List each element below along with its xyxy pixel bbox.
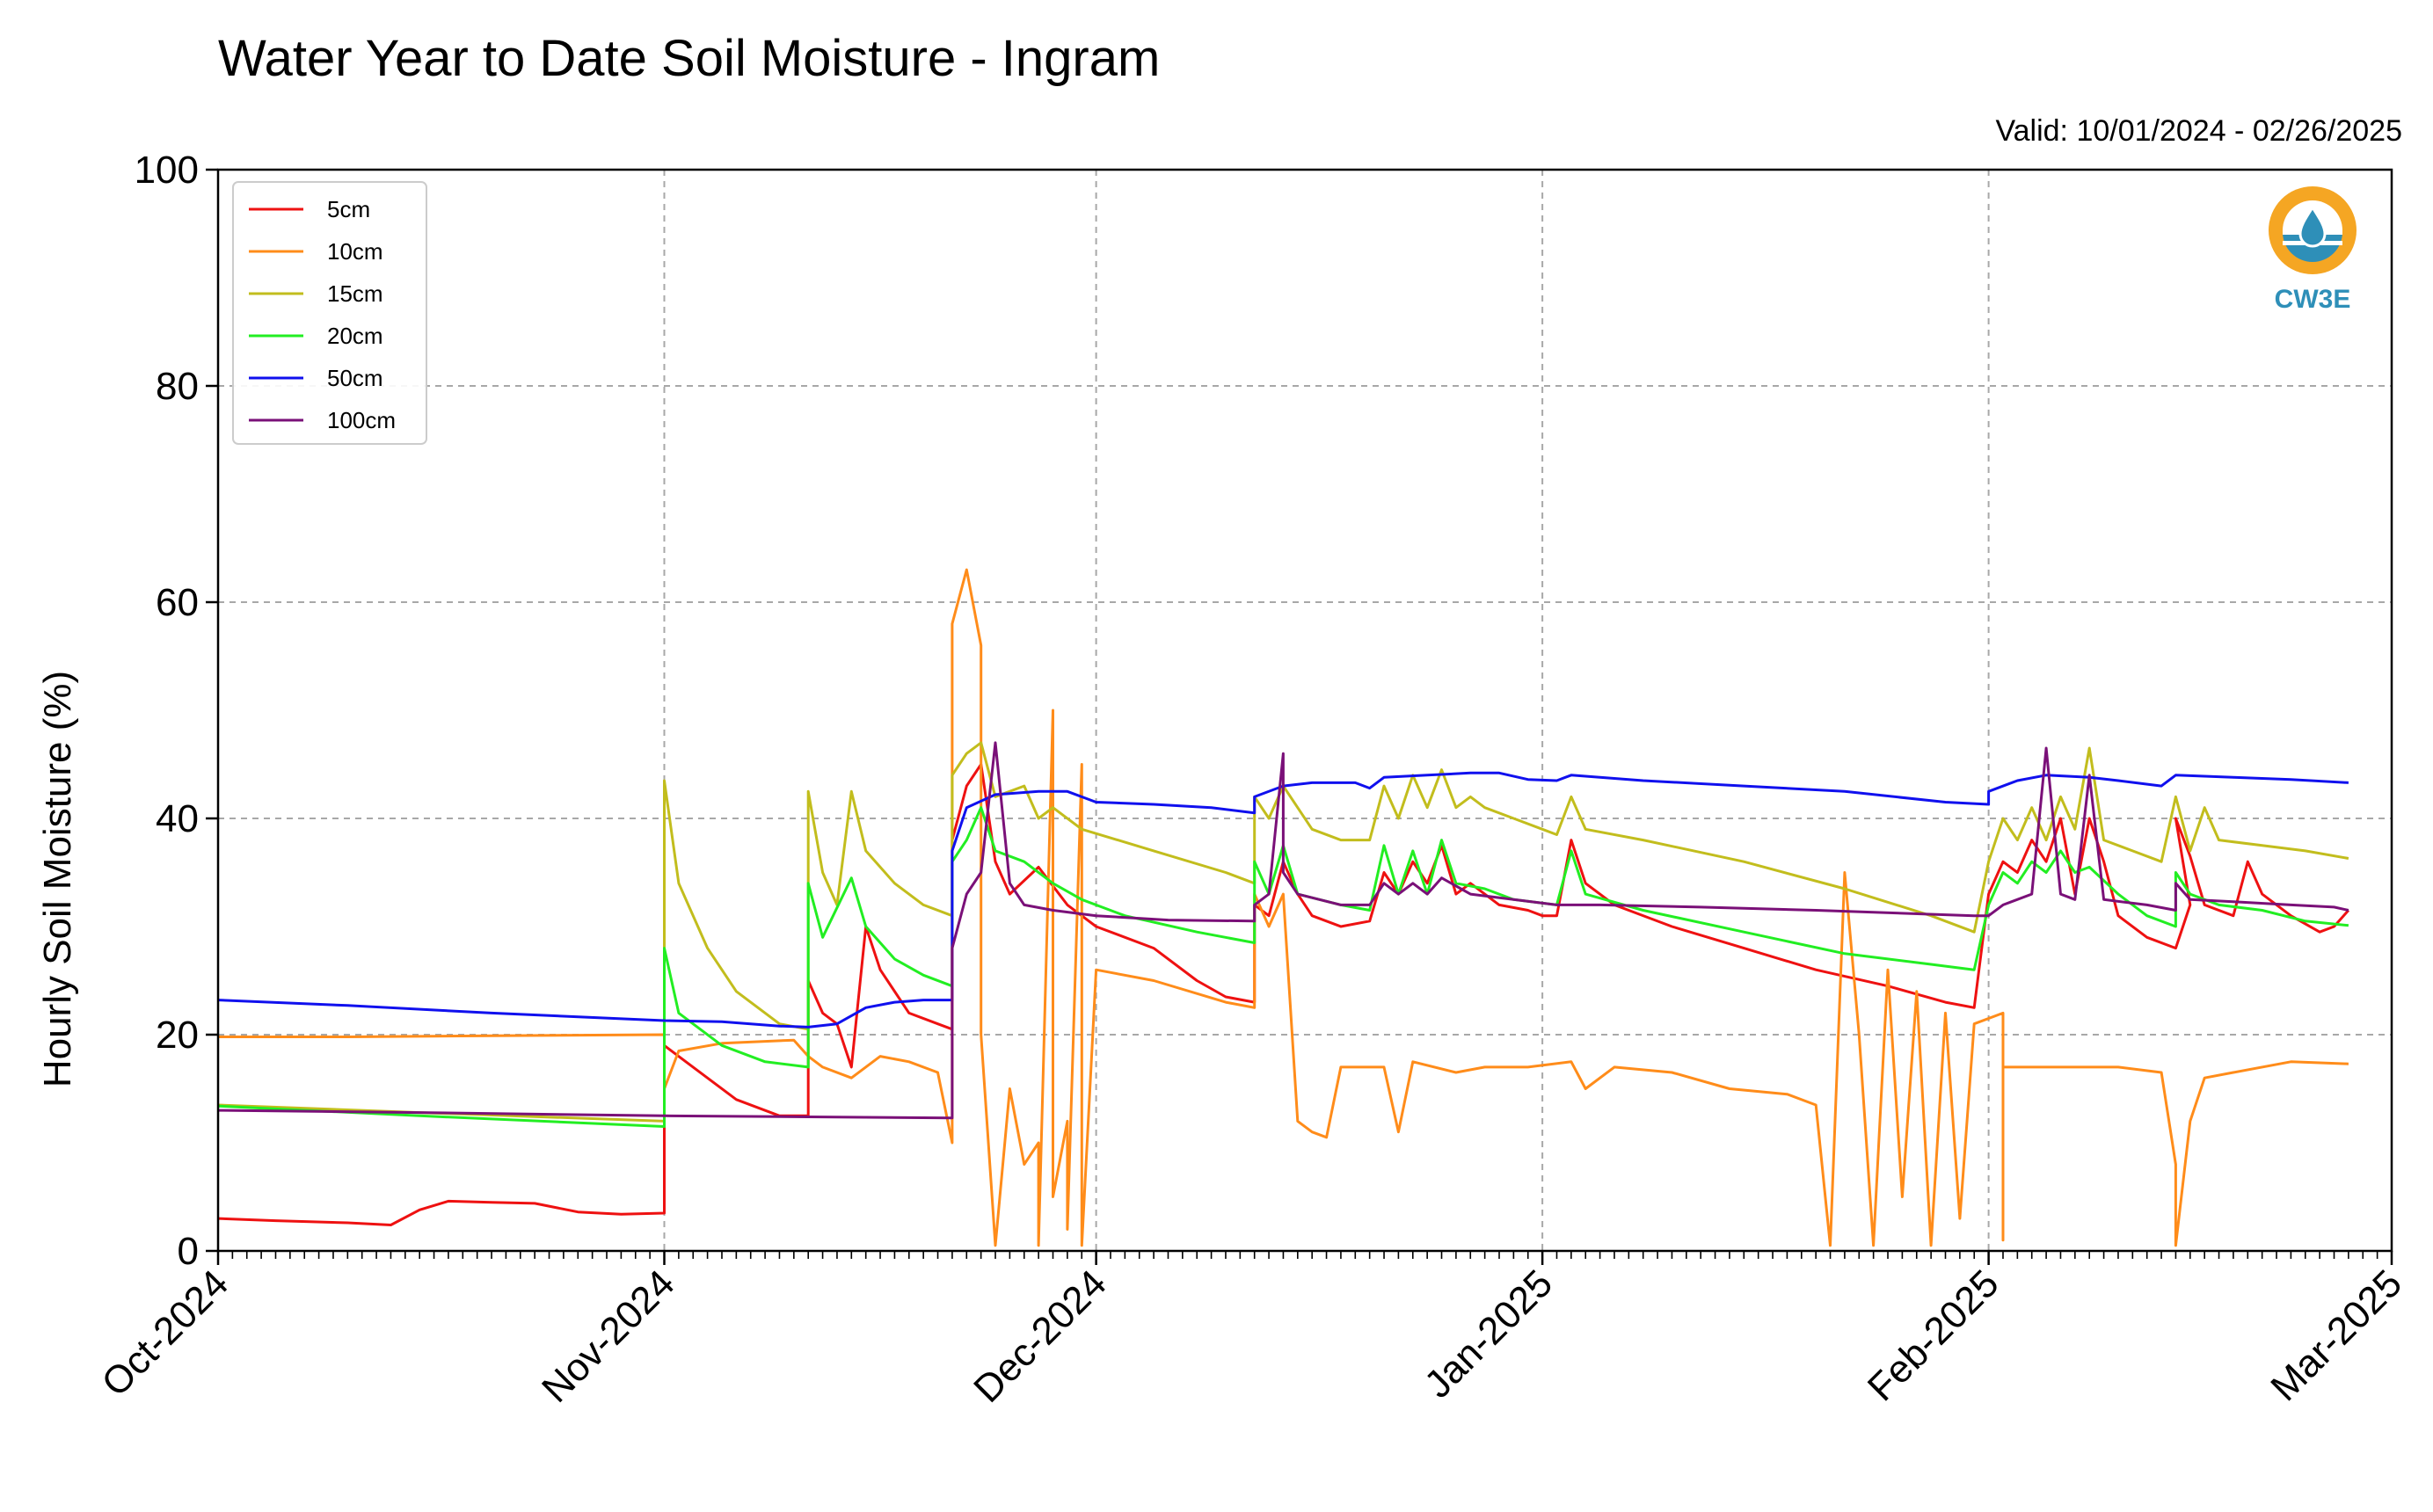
x-tick-label: Jan-2025 <box>1417 1261 1561 1406</box>
y-axis-label: Hourly Soil Moisture (%) <box>36 671 79 1087</box>
chart-title: Water Year to Date Soil Moisture - Ingra… <box>218 30 1160 87</box>
water-drop-icon <box>2298 205 2327 248</box>
series-line-100cm <box>217 741 2349 1120</box>
legend-label: 10cm <box>327 238 383 265</box>
x-tick-label: Dec-2024 <box>965 1261 1115 1411</box>
x-tick-label: Nov-2024 <box>534 1261 683 1411</box>
x-tick-label: Feb-2025 <box>1860 1261 2007 1409</box>
legend-label: 20cm <box>327 323 383 349</box>
cw3e-logo: CW3E <box>2269 186 2357 314</box>
legend: 5cm 10cm 15cm 20cm 50cm 100cm <box>232 181 427 445</box>
y-tick-label: 60 <box>156 581 199 624</box>
legend-label: 50cm <box>327 365 383 391</box>
y-tick-label: 80 <box>156 365 199 408</box>
logo-text: CW3E <box>2275 285 2351 314</box>
series-line-10cm <box>218 568 2349 1247</box>
y-tick-label: 20 <box>156 1014 199 1057</box>
series-line-50cm <box>217 771 2349 1029</box>
y-tick-label: 0 <box>178 1230 199 1273</box>
series-line-15cm <box>217 741 2349 1123</box>
x-tick-label: Mar-2025 <box>2262 1261 2410 1409</box>
grid-lines <box>218 170 2392 1251</box>
series-lines <box>217 568 2350 1247</box>
x-tick-label: Oct-2024 <box>93 1261 237 1405</box>
legend-label: 5cm <box>327 196 370 222</box>
legend-label: 15cm <box>327 280 383 307</box>
y-tick-label: 100 <box>135 149 199 192</box>
plot-frame <box>216 168 2393 1253</box>
series-line-20cm <box>217 806 2349 1128</box>
valid-date-range: Valid: 10/01/2024 - 02/26/2025 <box>1995 114 2402 148</box>
axes: 0 20 40 60 80 100 Oct-2024 Nov-2024 Dec-2024 Jan-… <box>93 149 2410 1411</box>
y-tick-label: 40 <box>156 797 199 840</box>
legend-label: 100cm <box>327 407 396 433</box>
